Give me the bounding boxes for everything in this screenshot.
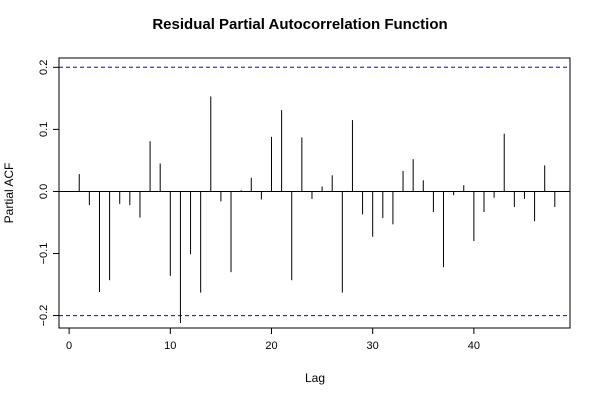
- plot-frame: [58, 57, 571, 329]
- x-tick-label: 30: [367, 340, 379, 352]
- x-tick-label: 20: [265, 340, 277, 352]
- y-tick-label: −0.1: [38, 243, 50, 265]
- x-axis-label: Lag: [305, 371, 325, 385]
- y-axis-label: Partial ACF: [2, 163, 16, 224]
- x-tick-label: 40: [468, 340, 480, 352]
- x-tick-label: 10: [164, 340, 176, 352]
- confidence-bounds: [59, 66, 570, 317]
- y-tick-label: 0.2: [38, 60, 50, 75]
- y-tick-label: −0.2: [38, 305, 50, 327]
- y-axis: −0.2 −0.1 0.0 0.1 0.2: [38, 60, 60, 327]
- x-tick-label: 0: [66, 340, 72, 352]
- y-tick-label: 0.1: [38, 122, 50, 137]
- chart-title: Residual Partial Autocorrelation Functio…: [152, 16, 447, 33]
- x-axis: 0 10 20 30 40: [66, 327, 480, 352]
- y-tick-label: 0.0: [38, 184, 50, 199]
- bars-group: [78, 96, 556, 324]
